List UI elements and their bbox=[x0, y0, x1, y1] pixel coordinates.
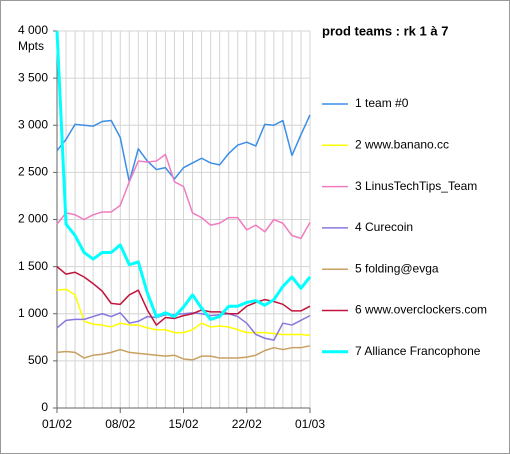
series-line bbox=[56, 266, 311, 326]
y-tick-label: 2 500 bbox=[18, 165, 48, 179]
series-line bbox=[56, 114, 311, 183]
legend-label: 5 folding@evga bbox=[355, 261, 439, 275]
legend-label: 7 Alliance Francophone bbox=[355, 344, 481, 358]
x-tick-label: 15/02 bbox=[168, 417, 198, 431]
y-tick-label: 500 bbox=[28, 353, 48, 367]
y-tick-label: 1 500 bbox=[18, 259, 48, 273]
y-tick-label: 3 500 bbox=[18, 70, 48, 84]
y-tick-label: 1 000 bbox=[18, 306, 48, 320]
chart-title: prod teams : rk 1 à 7 bbox=[322, 23, 448, 38]
series-line bbox=[56, 153, 311, 240]
series-line bbox=[56, 345, 311, 361]
y-tick-label: 0 bbox=[41, 400, 48, 414]
y-tick-label: 3 000 bbox=[18, 117, 48, 131]
legend-label: 6 www.overclockers.com bbox=[355, 303, 487, 317]
series-line bbox=[56, 312, 311, 341]
legend-label: 3 LinusTechTips_Team bbox=[355, 179, 477, 193]
x-tick-label: 08/02 bbox=[105, 417, 135, 431]
series-line bbox=[55, 30, 312, 321]
legend-label: 1 team #0 bbox=[355, 96, 409, 110]
legend-label: 2 www.banano.cc bbox=[355, 137, 449, 151]
series-line bbox=[56, 288, 311, 337]
x-tick-label: 01/03 bbox=[295, 417, 325, 431]
y-axis-label: Mpts bbox=[18, 39, 44, 53]
x-tick-label: 22/02 bbox=[232, 417, 262, 431]
y-tick-label: 2 000 bbox=[18, 212, 48, 226]
legend-label: 4 Curecoin bbox=[355, 220, 413, 234]
y-tick-label: 4 000 bbox=[18, 23, 48, 37]
x-tick-label: 01/02 bbox=[42, 417, 72, 431]
